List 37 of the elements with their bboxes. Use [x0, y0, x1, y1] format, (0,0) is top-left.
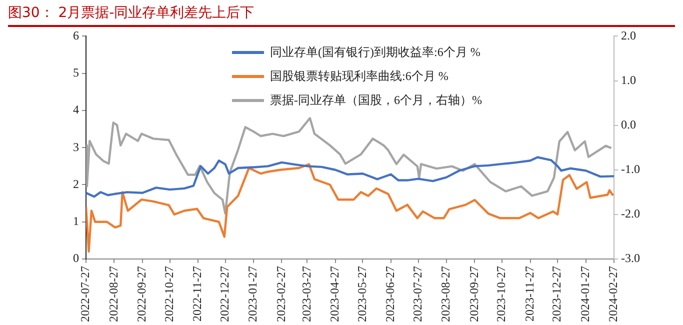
x-tick-label: 2023-06-27: [383, 266, 398, 322]
x-tick-label: 2023-08-27: [438, 266, 453, 322]
x-tick-label: 2023-09-27: [466, 266, 481, 322]
y-tick-label: 3: [73, 140, 79, 154]
x-tick-label: 2022-07-27: [78, 266, 92, 322]
x-tick-label: 2023-07-27: [410, 266, 424, 322]
x-tick-label: 2022-11-27: [190, 266, 204, 322]
x-tick-label: 2024-01-27: [578, 266, 592, 322]
x-tick-label: 2023-10-27: [494, 266, 508, 322]
y2-tick-label: -2.0: [621, 206, 640, 221]
y-tick-label: 4: [73, 102, 79, 117]
x-tick-label: 2023-03-27: [299, 266, 314, 322]
y-tick-label: 6: [73, 28, 79, 42]
legend-label: 同业存单(国有银行)到期收益率:6个月 %: [270, 44, 480, 60]
x-tick-label: 2023-01-27: [246, 266, 260, 322]
y2-tick-label: 1.0: [621, 72, 636, 87]
y-tick-label: 0: [73, 251, 79, 266]
legend-label: 国股银票转贴现利率曲线:6个月 %: [270, 68, 448, 84]
y2-tick-label: -3.0: [621, 251, 640, 266]
chart-title: 图30： 2月票据-同业存单利差先上后下: [8, 4, 675, 27]
legend-label: 票据-同业存单（国股，6个月，右轴）%: [270, 92, 482, 108]
x-tick-label: 2023-12-27: [550, 266, 564, 322]
x-tick-label: 2024-02-27: [606, 266, 620, 322]
y-tick-label: 2: [73, 176, 79, 191]
y-tick-label: 1: [73, 214, 79, 228]
x-tick-label: 2022-08-27: [106, 266, 120, 322]
x-tick-label: 2022-09-27: [134, 266, 149, 322]
x-tick-label: 2023-05-27: [354, 266, 369, 322]
y2-tick-label: -1.0: [621, 162, 640, 176]
y-tick-label: 5: [73, 65, 79, 80]
x-tick-label: 2023-04-27: [328, 266, 342, 322]
y2-tick-label: 0.0: [621, 117, 636, 132]
x-tick-label: 2022-10-27: [162, 266, 176, 322]
x-tick-label: 2022-12-27: [217, 266, 232, 322]
x-tick-label: 2023-02-27: [274, 266, 288, 322]
x-tick-label: 2023-11-27: [522, 266, 536, 322]
y2-tick-label: 2.0: [621, 28, 636, 42]
